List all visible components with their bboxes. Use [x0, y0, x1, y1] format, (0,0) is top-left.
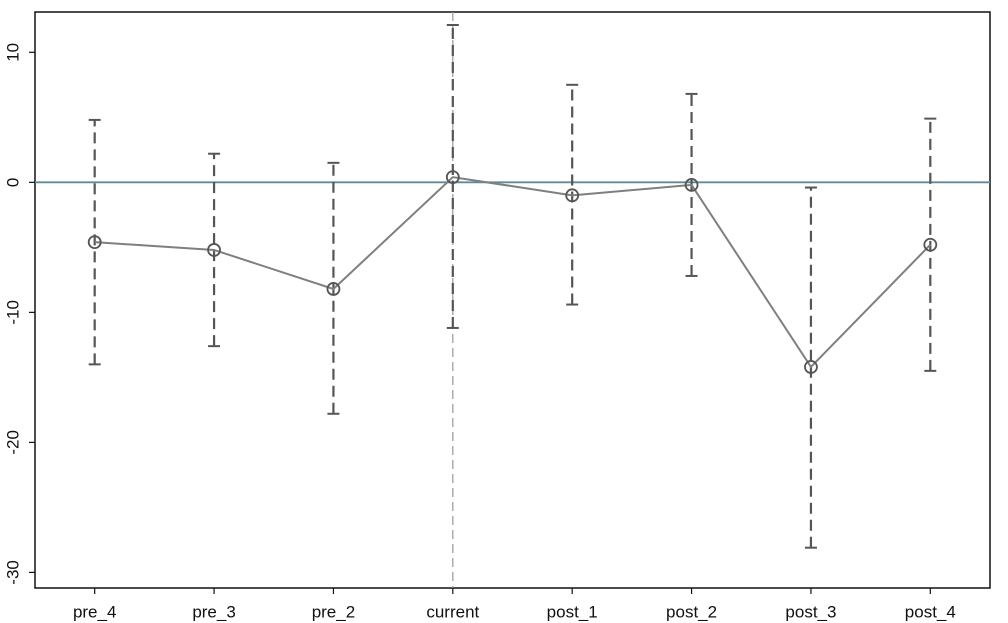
- estimate-point: [87, 235, 102, 250]
- y-tick-label: -20: [3, 430, 22, 455]
- estimate-point: [684, 178, 699, 192]
- x-tick-label: post_1: [547, 602, 598, 621]
- x-tick-label: pre_2: [312, 602, 355, 621]
- y-tick-label: -10: [3, 300, 22, 325]
- estimate-point: [923, 237, 938, 252]
- y-tick-label: -30: [3, 560, 22, 585]
- plot-frame: [34, 11, 991, 589]
- x-tick-label: post_4: [905, 602, 956, 621]
- estimate-line: [94, 176, 932, 369]
- y-tick-label: 10: [3, 43, 22, 62]
- estimate-point: [207, 243, 221, 257]
- x-tick-label: pre_4: [73, 602, 116, 621]
- estimate-point: [445, 170, 460, 185]
- estimate-point: [565, 188, 580, 203]
- x-tick-label: current: [426, 602, 479, 621]
- y-tick-label: 0: [3, 178, 22, 187]
- estimate-point: [804, 360, 818, 374]
- estimate-point: [326, 282, 341, 296]
- x-tick-label: pre_3: [192, 602, 235, 621]
- x-tick-label: post_3: [785, 602, 836, 621]
- x-tick-label: post_2: [666, 602, 717, 621]
